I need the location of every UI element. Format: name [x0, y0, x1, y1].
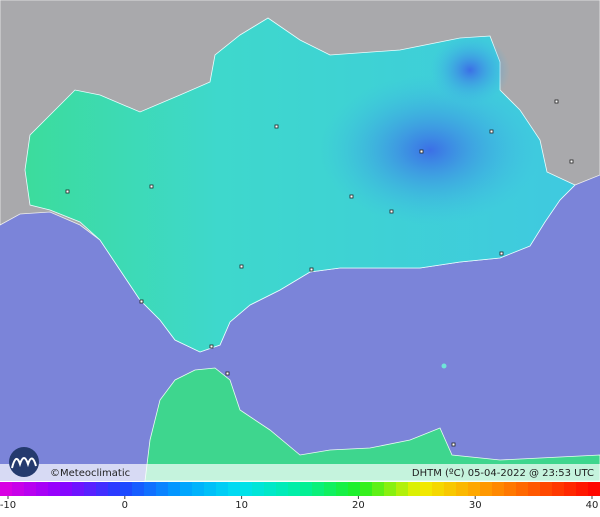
cold-area: [430, 35, 510, 105]
colorbar-cell: [528, 482, 541, 496]
colorbar-tick-label: 0: [122, 500, 128, 511]
colorbar-tick-label: 30: [469, 500, 482, 511]
colorbar-cell: [324, 482, 337, 496]
colorbar-cell: [432, 482, 445, 496]
colorbar-cell: [276, 482, 289, 496]
colorbar-cell: [216, 482, 229, 496]
colorbar-cell: [516, 482, 529, 496]
land-morocco: [144, 367, 600, 482]
colorbar-cell: [396, 482, 409, 496]
colorbar-cell: [372, 482, 385, 496]
colorbar-cell: [168, 482, 181, 496]
info-strip: [0, 464, 600, 481]
caption: DHTM (ºC) 05-04-2022 @ 23:53 UTC: [412, 468, 594, 479]
colorbar-cell: [264, 482, 277, 496]
colorbar-tick-label: 40: [586, 500, 599, 511]
colorbar-cell: [72, 482, 85, 496]
colorbar-cell: [456, 482, 469, 496]
colorbar-cell: [48, 482, 61, 496]
colorbar-cell: [420, 482, 433, 496]
colorbar-cell: [240, 482, 253, 496]
colorbar-cell: [552, 482, 565, 496]
colorbar-cell: [408, 482, 421, 496]
colorbar-cell: [564, 482, 577, 496]
colorbar-cell: [108, 482, 121, 496]
stations: [65, 99, 574, 447]
colorbar-cell: [12, 482, 25, 496]
colorbar-cell: [384, 482, 397, 496]
colorbar-cell: [504, 482, 517, 496]
colorbar-cell: [84, 482, 97, 496]
colorbar-cell: [156, 482, 169, 496]
colorbar-cell: [36, 482, 49, 496]
colorbar-cell: [204, 482, 217, 496]
colorbar-tick-label: 10: [235, 500, 248, 511]
colorbar-cell: [288, 482, 301, 496]
colorbar-cell: [468, 482, 481, 496]
colorbar-cell: [60, 482, 73, 496]
colorbar-cell: [132, 482, 145, 496]
logo: [9, 447, 39, 477]
colorbar-cell: [312, 482, 325, 496]
colorbar-cell: [348, 482, 361, 496]
colorbar-cell: [300, 482, 313, 496]
colorbar-cell: [144, 482, 157, 496]
colorbar-cell: [96, 482, 109, 496]
colorbar-cell: [252, 482, 265, 496]
colorbar-cell: [480, 482, 493, 496]
colorbar-cell: [24, 482, 37, 496]
colorbar-cell: [192, 482, 205, 496]
brand: ©Meteoclimatic: [50, 468, 130, 479]
colorbar-tick-label: 20: [352, 500, 365, 511]
colorbar-tick-label: -10: [0, 500, 16, 511]
colorbar-cell: [180, 482, 193, 496]
colorbar-cell: [540, 482, 553, 496]
colorbar-cell: [120, 482, 133, 496]
colorbar-cell: [588, 482, 600, 496]
logo-mark: [11, 457, 37, 469]
colorbar-cell: [492, 482, 505, 496]
colorbar: -10 0 10 20 30 40: [0, 482, 600, 511]
colorbar-cell: [336, 482, 349, 496]
colorbar-cell: [360, 482, 373, 496]
colorbar-cell: [576, 482, 589, 496]
colorbar-cell: [444, 482, 457, 496]
cold-area: [320, 75, 540, 225]
island: [441, 363, 447, 369]
colorbar-cell: [0, 482, 13, 496]
colorbar-cell: [228, 482, 241, 496]
